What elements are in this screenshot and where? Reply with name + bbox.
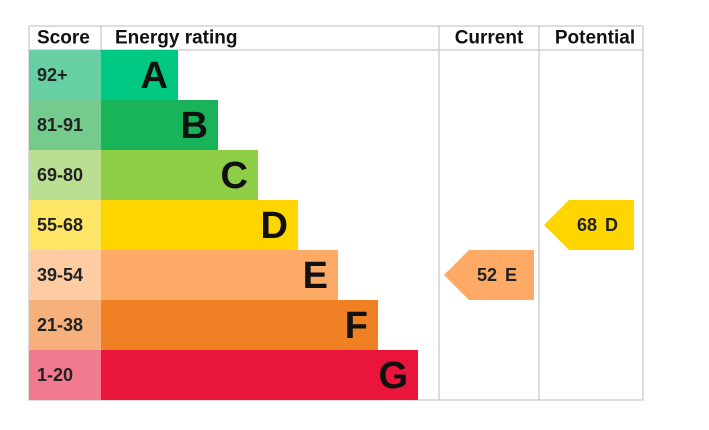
score-label: 1-20 bbox=[37, 365, 73, 385]
score-cell bbox=[29, 100, 101, 150]
score-cell bbox=[29, 350, 101, 400]
rating-bar bbox=[101, 200, 298, 250]
rating-bar bbox=[101, 250, 338, 300]
score-label: 21-38 bbox=[37, 315, 83, 335]
score-label: 39-54 bbox=[37, 265, 83, 285]
score-cell bbox=[29, 50, 101, 100]
rating-letter: F bbox=[345, 305, 368, 347]
rating-letter: B bbox=[181, 105, 208, 147]
score-cell bbox=[29, 250, 101, 300]
potential-score: 68 bbox=[577, 215, 597, 235]
rating-bar bbox=[101, 300, 378, 350]
score-cell bbox=[29, 200, 101, 250]
header-current: Current bbox=[455, 28, 524, 49]
rating-letter: C bbox=[221, 155, 248, 197]
score-label: 55-68 bbox=[37, 215, 83, 235]
rating-letter: D bbox=[261, 205, 288, 247]
rating-bar bbox=[101, 150, 258, 200]
rating-letter: G bbox=[378, 355, 408, 397]
rating-bar bbox=[101, 350, 418, 400]
rating-bar bbox=[101, 50, 178, 100]
current-score: 52 bbox=[477, 265, 497, 285]
rating-letter: E bbox=[303, 255, 328, 297]
current-arrow bbox=[444, 250, 534, 300]
header-potential: Potential bbox=[555, 28, 635, 49]
score-label: 81-91 bbox=[37, 115, 83, 135]
potential-letter: D bbox=[605, 215, 618, 235]
current-letter: E bbox=[505, 265, 517, 285]
score-label: 92+ bbox=[37, 65, 68, 85]
score-cell bbox=[29, 300, 101, 350]
rating-bar bbox=[101, 100, 218, 150]
potential-arrow bbox=[544, 200, 634, 250]
score-cell bbox=[29, 150, 101, 200]
header-score: Score bbox=[37, 28, 90, 49]
score-label: 69-80 bbox=[37, 165, 83, 185]
rating-letter: A bbox=[141, 55, 168, 97]
header-rating: Energy rating bbox=[115, 28, 237, 49]
